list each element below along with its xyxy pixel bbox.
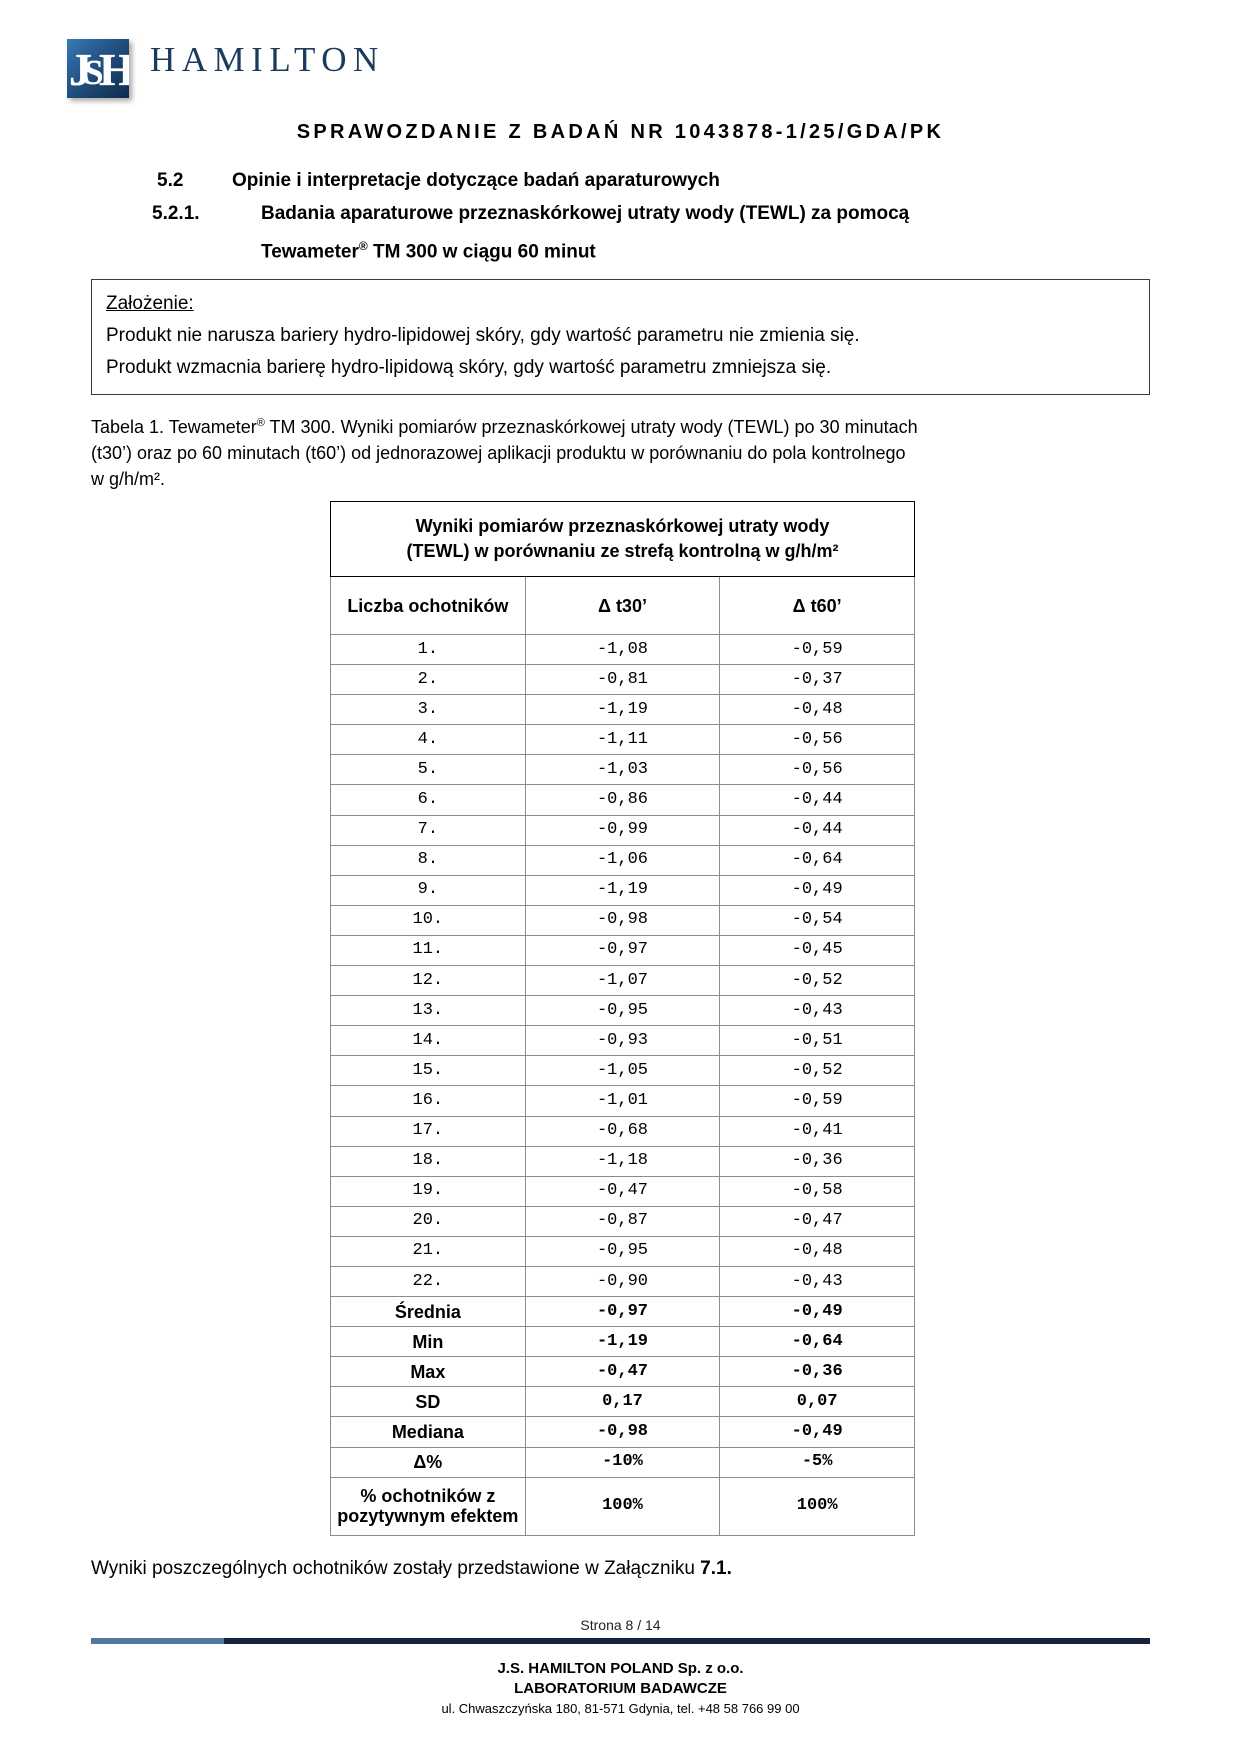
svg-text:H: H bbox=[99, 44, 129, 95]
